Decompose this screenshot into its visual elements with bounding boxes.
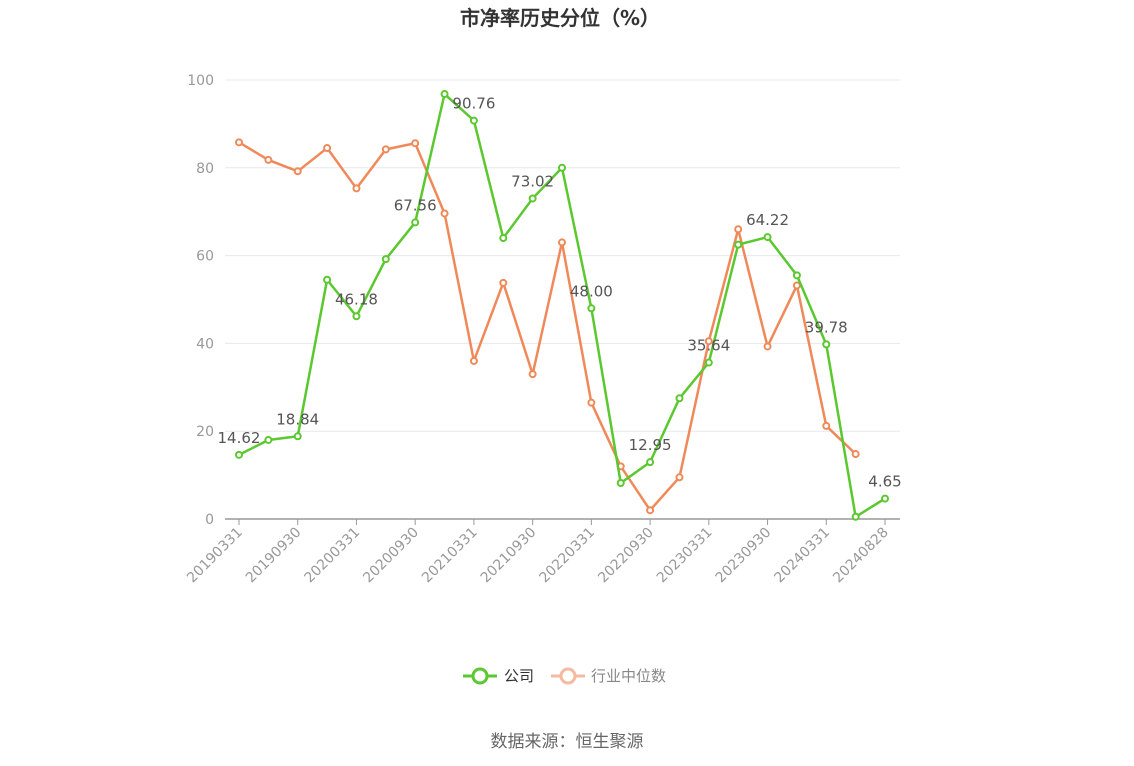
x-tick-label: 20230331 [654, 525, 716, 587]
data-point-industry-median [822, 421, 831, 430]
x-tick-label: 20200331 [302, 525, 364, 587]
data-point-industry-median [411, 139, 420, 148]
legend-marker-industry-median [559, 667, 577, 685]
data-point-industry-median [352, 184, 361, 193]
data-point-industry-median [499, 278, 508, 287]
x-axis: 2019033120190930202003312020093020210331… [184, 518, 900, 587]
data-point-company [381, 255, 390, 264]
data-point-industry-median [851, 450, 860, 459]
data-point-industry-median [235, 138, 243, 147]
data-point-company [499, 234, 508, 243]
x-tick-label: 20220331 [536, 525, 598, 587]
data-point-company [616, 479, 625, 488]
data-label: 48.00 [570, 282, 613, 300]
chart-title: 市净率历史分位（%） [460, 6, 660, 30]
y-tick-label: 40 [196, 336, 214, 352]
y-tick-label: 60 [196, 249, 214, 265]
x-tick-label: 20200930 [360, 525, 422, 587]
x-tick-label: 20220930 [595, 525, 657, 587]
data-point-company [675, 394, 684, 403]
legend-item-industry-median[interactable]: 行业中位数 [551, 667, 666, 685]
data-point-company [469, 116, 478, 125]
x-tick-label: 20210930 [478, 525, 540, 587]
data-label: 39.78 [805, 318, 848, 336]
data-point-industry-median [469, 356, 478, 365]
data-point-company [235, 450, 243, 459]
data-point-industry-median [734, 225, 743, 234]
x-tick-label: 20240828 [830, 525, 892, 587]
data-label: 14.62 [218, 429, 261, 447]
x-tick-label: 20190331 [184, 525, 246, 587]
data-label: 18.84 [276, 410, 319, 428]
data-point-company [792, 271, 801, 280]
legend-label-company: 公司 [504, 667, 534, 685]
data-point-company [323, 275, 332, 284]
data-label: 90.76 [452, 95, 495, 113]
data-point-industry-median [264, 155, 273, 164]
legend: 公司 行业中位数 [463, 667, 666, 685]
data-point-industry-median [587, 398, 596, 407]
data-point-company [734, 240, 743, 249]
series-line-industry-median [238, 141, 857, 512]
data-point-company [440, 90, 449, 99]
y-axis-ticks: 0 20 40 60 80 100 [187, 73, 214, 528]
data-label: 73.02 [511, 172, 554, 190]
data-label: 67.56 [394, 196, 437, 214]
y-tick-label: 80 [196, 161, 214, 177]
data-point-company [587, 304, 596, 313]
y-tick-label: 100 [187, 73, 214, 89]
data-point-company [704, 358, 713, 367]
data-label: 46.18 [335, 290, 378, 308]
x-tick-label: 20240331 [771, 525, 833, 587]
data-point-industry-median [323, 144, 332, 153]
data-source: 数据来源：恒生聚源 [491, 732, 644, 752]
data-point-company [822, 340, 831, 349]
y-tick-label: 0 [205, 512, 214, 528]
data-point-industry-median [704, 337, 713, 346]
x-tick-label: 20210331 [419, 525, 481, 587]
legend-item-company[interactable]: 公司 [463, 667, 534, 685]
data-point-industry-median [293, 167, 302, 176]
data-point-company [528, 194, 537, 203]
data-point-company [646, 458, 655, 467]
data-labels: 14.62 18.84 46.18 67.56 90.76 73.02 48.00 12.95… [218, 95, 902, 491]
data-label: 4.65 [868, 473, 901, 491]
data-point-company [558, 163, 566, 172]
grid-lines [225, 79, 900, 432]
data-label: 64.22 [746, 211, 789, 229]
data-point-company [411, 218, 420, 227]
data-point-industry-median [440, 209, 449, 218]
data-point-company [352, 312, 361, 321]
data-point-company [264, 435, 273, 444]
x-tick-label: 20190930 [243, 525, 305, 587]
y-tick-label: 20 [196, 424, 214, 440]
legend-label-industry-median: 行业中位数 [591, 667, 666, 685]
data-point-company [851, 512, 860, 521]
data-point-industry-median [763, 342, 772, 351]
data-label: 12.95 [629, 436, 672, 454]
data-point-industry-median [381, 145, 390, 154]
data-point-company [881, 494, 889, 503]
legend-marker-company [471, 667, 489, 685]
data-point-industry-median [646, 506, 655, 515]
series-layer [235, 90, 889, 521]
data-point-industry-median [675, 473, 684, 482]
data-point-company [763, 233, 772, 242]
data-point-industry-median [528, 370, 537, 379]
x-tick-label: 20230930 [713, 525, 775, 587]
data-label: 35.64 [687, 337, 730, 355]
data-point-company [293, 432, 302, 441]
data-point-industry-median [558, 238, 566, 247]
